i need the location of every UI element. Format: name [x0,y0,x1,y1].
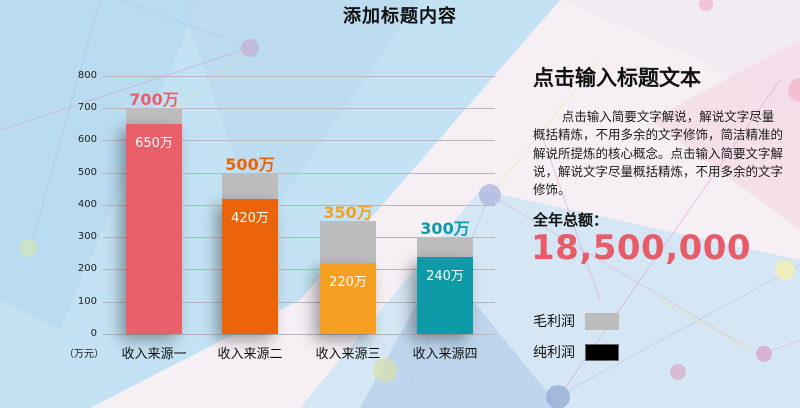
y-tick-label: 800 [77,70,97,81]
bar-net-profit: 420万 [222,198,278,334]
category-label: 收入来源一 [121,347,187,362]
bar-net-profit: 240万 [417,256,473,334]
y-tick-label: 600 [77,134,97,145]
gridline [103,76,495,77]
net-value-label: 240万 [426,268,464,284]
description-paragraph: 点击输入简要文字解说，解说文字尽量概括精炼，不用多余的文字修饰，简洁精准的 解说… [533,109,784,198]
bar-net-profit: 220万 [320,263,376,334]
bar-group: 420万 [222,172,278,334]
y-tick-label: 500 [77,167,97,178]
total-label: 全年总额： [533,211,609,229]
category-label: 收入来源二 [217,347,283,362]
net-value-label: 650万 [135,136,173,152]
y-tick-label: 0 [90,328,97,339]
legend-swatch-black [585,343,619,361]
legend-label: 毛利润 [533,314,575,330]
legend-item-gross-profit: 毛利润 [533,311,619,331]
legend-item-net-profit: 纯利润 [533,342,619,362]
gross-value-label: 350万 [323,203,373,223]
bar-group: 240万 [417,237,473,334]
bar-group: 220万 [320,221,376,334]
net-value-label: 220万 [329,275,367,291]
gross-value-label: 700万 [129,90,179,110]
y-tick-label: 100 [77,296,97,307]
y-tick-label: 400 [77,199,97,210]
gridline [103,237,495,238]
net-value-label: 420万 [231,210,269,226]
gross-value-label: 300万 [420,219,470,239]
y-axis-unit: （万元） [64,349,104,360]
legend-swatch-gray [585,312,619,330]
panel-heading: 点击输入标题文本 [533,66,701,90]
gridline [103,269,495,270]
gross-value-label: 500万 [225,154,275,174]
gridline [103,302,495,303]
chart-title: 添加标题内容 [343,6,457,27]
total-value: 18,500,000 [531,228,752,268]
bar-group: 650万 [126,108,182,334]
category-label: 收入来源三 [315,347,381,362]
bar-net-profit: 650万 [126,124,182,334]
panel-description: 点击输入简要文字解说，解说文字尽量概括精炼，不用多余的文字修饰，简洁精准的 解说… [533,108,783,199]
category-label: 收入来源四 [412,347,478,362]
gridline [103,173,495,174]
gridline [103,205,495,206]
x-axis-line [103,334,495,335]
gridline [103,140,495,141]
y-tick-label: 700 [77,102,97,113]
gridline [103,108,495,109]
y-tick-label: 300 [77,231,97,242]
legend-label: 纯利润 [533,345,575,361]
y-tick-label: 200 [77,263,97,274]
